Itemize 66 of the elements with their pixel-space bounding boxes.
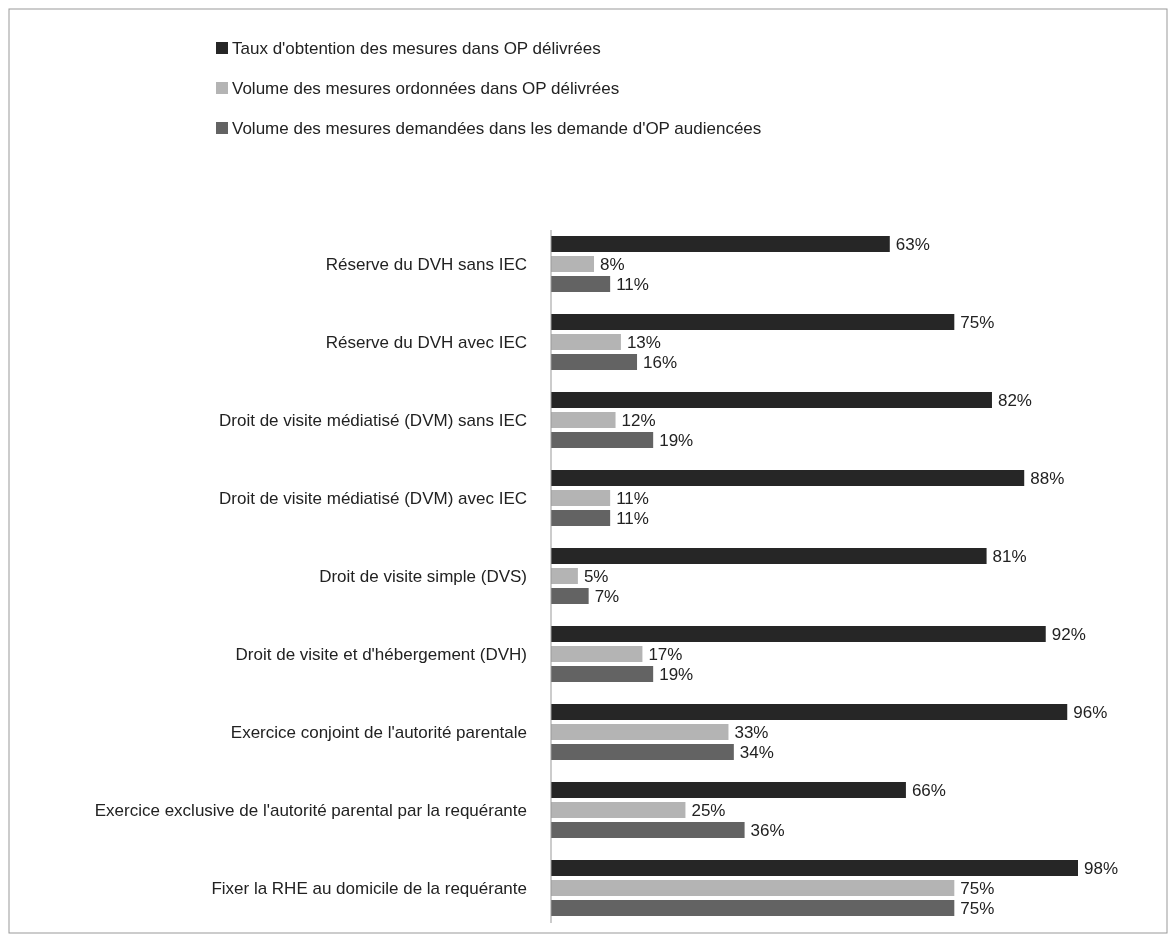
data-label: 75% (960, 313, 995, 332)
legend-label: Volume des mesures demandées dans les demande d'OP audiencées (232, 119, 762, 138)
bar (551, 470, 1025, 486)
data-label: 12% (621, 411, 656, 430)
data-label: 63% (895, 235, 930, 254)
data-label: 81% (992, 547, 1027, 566)
data-label: 25% (691, 801, 726, 820)
data-label: 75% (960, 899, 995, 918)
data-label: 11% (616, 509, 649, 528)
bar (551, 822, 745, 838)
bar (551, 276, 611, 292)
bar (551, 588, 589, 604)
y-tick-label: Droit de visite médiatisé (DVM) sans IEC (219, 411, 527, 430)
bar (551, 412, 616, 428)
bar (551, 646, 643, 662)
data-label: 82% (997, 391, 1032, 410)
bar (551, 314, 955, 330)
y-tick-label: Réserve du DVH sans IEC (325, 255, 527, 274)
y-tick-label: Droit de visite et d'hébergement (DVH) (235, 645, 527, 664)
data-label: 92% (1051, 625, 1086, 644)
data-label: 5% (583, 567, 609, 586)
y-tick-label: Exercice exclusive de l'autorité parental par la requérante (94, 801, 527, 820)
data-label: 7% (594, 587, 620, 606)
data-label: 19% (659, 665, 694, 684)
bar (551, 354, 638, 370)
data-label: 98% (1084, 859, 1119, 878)
data-label: 17% (648, 645, 683, 664)
bar (551, 704, 1068, 720)
bar (551, 782, 906, 798)
bar (551, 724, 729, 740)
data-label: 13% (626, 333, 661, 352)
data-label: 36% (750, 821, 785, 840)
bar (551, 510, 611, 526)
bar (551, 900, 955, 916)
data-label: 11% (616, 489, 649, 508)
bar (551, 666, 654, 682)
bar (551, 490, 611, 506)
bar (551, 548, 987, 564)
y-tick-label: Droit de visite médiatisé (DVM) avec IEC (219, 489, 527, 508)
y-tick-label: Exercice conjoint de l'autorité parentale (230, 723, 527, 742)
bar (551, 568, 578, 584)
bar (551, 236, 890, 252)
data-label: 96% (1073, 703, 1108, 722)
legend-label: Taux d'obtention des mesures dans OP délivrées (232, 39, 601, 58)
data-label: 88% (1030, 469, 1065, 488)
bar (551, 392, 992, 408)
legend-label: Volume des mesures ordonnées dans OP délivrées (232, 79, 620, 98)
bar (551, 432, 654, 448)
data-label: 19% (659, 431, 694, 450)
data-label: 8% (600, 255, 625, 274)
bar (551, 880, 955, 896)
bar (551, 334, 621, 350)
y-tick-label: Fixer la RHE au domicile de la requérante (211, 879, 527, 898)
bar (551, 860, 1078, 876)
data-label: 16% (643, 353, 678, 372)
bar (551, 626, 1046, 642)
bar (551, 744, 734, 760)
bar (551, 256, 595, 272)
y-tick-label: Réserve du DVH avec IEC (325, 333, 527, 352)
data-label: 66% (911, 781, 946, 800)
bar (551, 802, 686, 818)
data-label: 11% (616, 275, 649, 294)
data-label: 75% (960, 879, 995, 898)
data-label: 33% (734, 723, 769, 742)
data-label: 34% (739, 743, 774, 762)
y-tick-label: Droit de visite simple (DVS) (319, 567, 527, 586)
